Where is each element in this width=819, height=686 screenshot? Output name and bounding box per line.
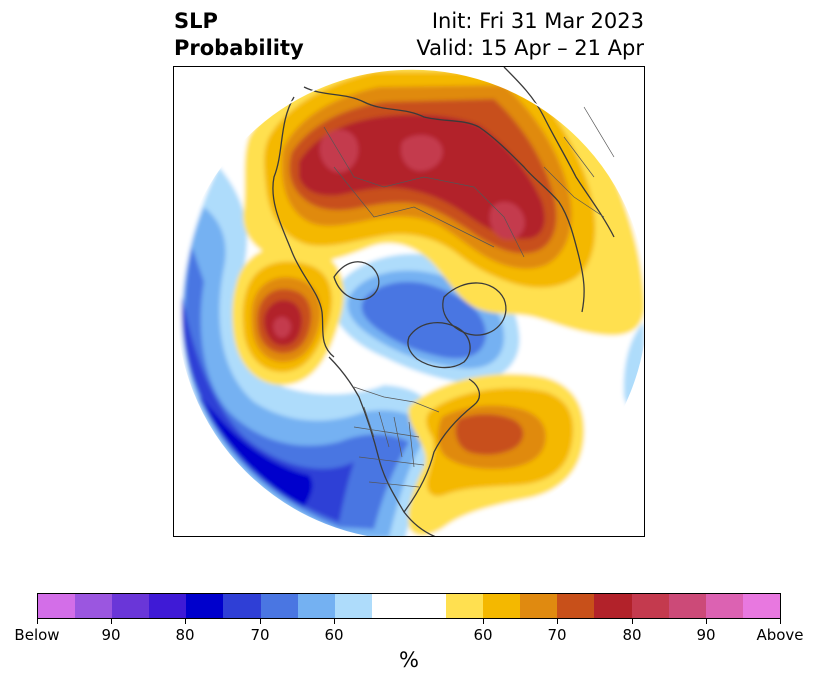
border-us-states <box>353 406 425 488</box>
colorbar-swatch-below-0 <box>38 594 76 618</box>
border-central-asia <box>333 166 495 248</box>
colorbar-tick <box>483 619 484 624</box>
colorbar-unit: % <box>399 648 419 672</box>
border-us-canada <box>353 386 440 413</box>
europe-coast <box>503 67 615 238</box>
colorbar-swatch-below-4 <box>186 594 224 618</box>
colorbar-tick <box>185 619 186 624</box>
eurasia-arctic-coast <box>303 86 585 313</box>
colorbar-swatch-above-2 <box>520 594 558 618</box>
title-line-2: Probability <box>174 36 304 60</box>
colorbar-label-below-90: 90 <box>101 626 121 644</box>
valid-range: Valid: 15 Apr – 21 Apr <box>416 36 644 60</box>
slp-probability-map <box>173 66 645 537</box>
coastlines <box>272 67 615 536</box>
colorbar-swatch-above-6 <box>668 594 706 618</box>
below-region-pacific-america <box>181 167 439 536</box>
hudson-bay-coast <box>407 322 471 369</box>
colorbar-swatch-above-1 <box>483 594 521 618</box>
colorbar-tick <box>334 619 335 624</box>
colorbar <box>37 593 781 619</box>
colorbar-tick <box>780 619 781 624</box>
colorbar-tick <box>632 619 633 624</box>
colorbar-label-below-80: 80 <box>175 626 195 644</box>
border-russia <box>323 126 525 258</box>
colorbar-tick <box>111 619 112 624</box>
colorbar-tick <box>557 619 558 624</box>
colorbar-swatch-below-2 <box>112 594 150 618</box>
colorbar-swatch-above-7 <box>705 594 743 618</box>
colorbar-label-above: Above <box>756 626 804 644</box>
border-europe <box>543 106 615 218</box>
colorbar-swatch-below-5 <box>223 594 261 618</box>
colorbar-swatch-neutral <box>371 594 447 618</box>
forecast-dates: Init: Fri 31 Mar 2023 Valid: 15 Apr – 21… <box>416 8 644 62</box>
map-disk-edge <box>175 68 644 536</box>
colorbar-swatch-below-8 <box>334 594 372 618</box>
init-date: Init: Fri 31 Mar 2023 <box>431 9 644 33</box>
above-region-gulf-of-alaska <box>232 245 344 386</box>
arctic-islands-coast <box>333 261 380 301</box>
colorbar-swatch-below-1 <box>75 594 113 618</box>
colorbar-tick <box>37 619 38 624</box>
bering-pacific-coast <box>272 96 335 358</box>
colorbar-label-below: Below <box>14 626 60 644</box>
above-region-eurasia <box>243 69 644 336</box>
colorbar-swatch-above-4 <box>594 594 632 618</box>
colorbar-swatch-below-6 <box>260 594 298 618</box>
north-america-east-coast <box>403 378 481 513</box>
colorbar-label-above-80: 80 <box>622 626 642 644</box>
colorbar-label-below-70: 70 <box>250 626 270 644</box>
colorbar-swatch-above-8 <box>742 594 780 618</box>
map-title: SLP Probability <box>174 8 304 62</box>
colorbar-swatch-above-0 <box>446 594 484 618</box>
colorbar-label-above-60: 60 <box>473 626 493 644</box>
colorbar-tick <box>706 619 707 624</box>
colorbar-swatch-below-7 <box>297 594 335 618</box>
greenland-coast <box>442 282 507 336</box>
colorbar-swatch-above-3 <box>557 594 595 618</box>
colorbar-label-below-60: 60 <box>324 626 344 644</box>
north-america-west-coast <box>328 356 436 536</box>
colorbar-label-above-70: 70 <box>547 626 567 644</box>
political-borders <box>323 106 615 488</box>
colorbar-tick <box>260 619 261 624</box>
colorbar-swatch-above-5 <box>631 594 669 618</box>
title-line-1: SLP <box>174 9 218 33</box>
colorbar-swatch-below-3 <box>149 594 187 618</box>
colorbar-label-above-90: 90 <box>696 626 716 644</box>
